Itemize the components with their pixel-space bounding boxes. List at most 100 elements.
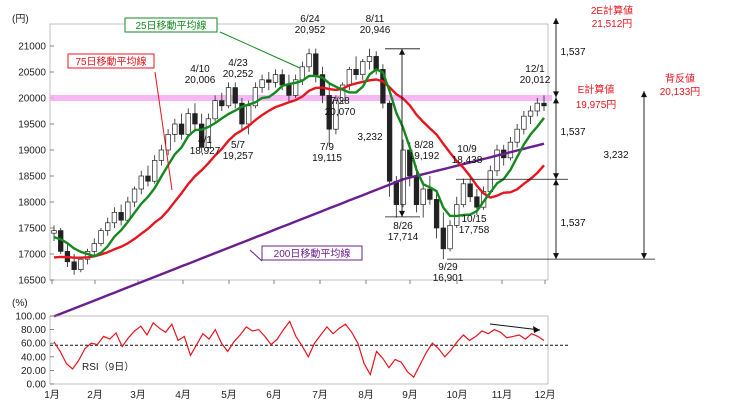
annotation-date: 9/29 [438, 262, 458, 273]
rsi-series-label: RSI（9日） [82, 361, 134, 373]
x-tick-label: 3月 [130, 389, 146, 401]
annotation-value: 18,927 [190, 146, 221, 157]
annotation-value: 17,758 [459, 225, 490, 236]
candle-body [252, 87, 259, 107]
range-arrow-left-head-bot [399, 210, 405, 217]
rsi-y-tick-label: 60.00 [21, 339, 46, 350]
rsi-y-tick-label: 80.00 [21, 325, 46, 336]
legend-label-2: 200日移動平均線 [274, 247, 351, 260]
candle-body [460, 183, 467, 205]
target-haihan-value: 20,133円 [660, 87, 701, 98]
candle-body [306, 53, 312, 68]
candle-body [246, 105, 252, 125]
x-tick-label: 7月 [312, 389, 328, 401]
candle-body [299, 66, 306, 81]
ma25-line [53, 68, 545, 258]
y-tick-label: 18000 [18, 198, 46, 209]
legend-leader [249, 249, 263, 262]
annotation-date: 7/28 [330, 96, 350, 107]
price-plot-frame [49, 23, 549, 281]
rsi-line [53, 320, 545, 379]
range-label-c: 1,537 [560, 127, 585, 138]
range-arrow-f-head-bot [641, 253, 647, 260]
annotation-date: 8/28 [414, 140, 434, 151]
candle-body [145, 175, 151, 182]
annotation-value: 20,070 [325, 107, 356, 118]
annotation-date: 4/1 [198, 135, 212, 146]
range-label-a: 1,537 [560, 47, 585, 58]
annotation-value: 18,438 [452, 155, 483, 166]
range-arrow-a-head-top [553, 18, 559, 24]
candle-body [346, 69, 352, 86]
candle-body [219, 100, 225, 107]
range-arrow-c-head-bot [553, 173, 559, 180]
candle-body [272, 74, 279, 83]
annotation-date: 4/23 [228, 58, 248, 69]
legend-box [67, 53, 155, 69]
y-tick-label: 18500 [18, 172, 46, 183]
candle-body [380, 69, 386, 104]
target-e-label: E計算値 [578, 83, 615, 96]
candle-body [467, 183, 473, 198]
candle-body [514, 128, 520, 143]
range-arrow-d-head-bot [553, 253, 559, 260]
candle-body [165, 134, 171, 151]
candle-body [78, 258, 84, 270]
range-label-b: 3,232 [357, 132, 382, 143]
annotation-value: 19,257 [223, 151, 254, 162]
candle-body [131, 188, 138, 203]
candle-body [313, 53, 319, 75]
candle-body [440, 227, 446, 250]
target-2e-label: 2E計算値 [591, 4, 633, 17]
legend-leader [219, 31, 301, 69]
annotation-value: 17,714 [388, 232, 419, 243]
candle-body [447, 225, 453, 250]
y-tick-label: 17000 [18, 250, 46, 261]
x-tick-label: 2月 [87, 389, 103, 401]
candle-body [534, 102, 540, 112]
y-tick-label: 17500 [18, 224, 46, 235]
target-2e-value: 21,512円 [592, 19, 633, 30]
annotation-value: 20,012 [520, 75, 551, 86]
candle-body [433, 199, 440, 229]
target-haihan-label: 背反値 [665, 72, 695, 85]
candle-body [178, 123, 185, 135]
candle-body [192, 113, 198, 125]
candle-body [239, 102, 245, 125]
candle-body [118, 212, 124, 221]
rsi-y-tick-label: 40.00 [21, 352, 46, 363]
x-tick-label: 1月 [44, 389, 60, 401]
candle-body [353, 69, 359, 75]
annotation-value: 20,946 [360, 25, 391, 36]
candle-body [400, 149, 406, 205]
rsi-trend-arrow [489, 323, 541, 331]
candle-body [125, 201, 131, 221]
range-arrow-f-head-top [641, 91, 647, 98]
ma75-line [53, 78, 545, 259]
range-arrow-a-head-bot [553, 91, 559, 98]
candle-body [259, 79, 265, 88]
annotation-date: 8/26 [393, 221, 413, 232]
candle-body [420, 188, 426, 205]
candle-body [172, 123, 178, 135]
rsi-y-tick-label: 20.00 [21, 366, 46, 377]
legend-box [261, 245, 363, 261]
rsi-y-tick-label: 0.00 [27, 380, 47, 391]
candle-body [339, 84, 346, 101]
candle-body [333, 100, 339, 130]
candle-body [98, 230, 104, 244]
annotation-date: 8/11 [366, 14, 385, 25]
candle-body [71, 261, 77, 270]
annotation-date: 10/9 [457, 144, 477, 155]
annotation-value: 16,901 [433, 273, 464, 284]
y-tick-label: 19500 [18, 120, 46, 131]
candle-body [185, 113, 191, 135]
candle-body [152, 160, 158, 182]
annotation-date: 6/24 [300, 14, 320, 25]
candle-body [212, 100, 218, 120]
candle-body [111, 212, 118, 224]
candle-body [286, 84, 292, 96]
range-label-d: 1,537 [560, 218, 585, 229]
